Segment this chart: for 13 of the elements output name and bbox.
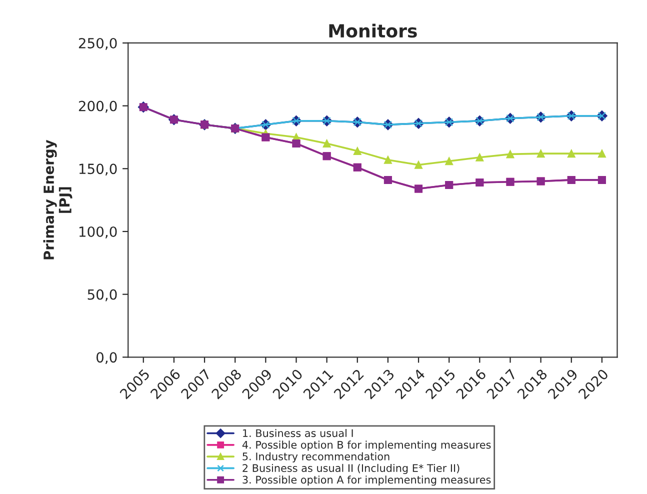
- legend-label: 4. Possible option B for implementing measures: [242, 440, 491, 451]
- y-tick-label: 50,0: [88, 289, 117, 302]
- y-axis-title: Primary Energy [PJ]: [43, 140, 72, 260]
- legend-label: 5. Industry recommendation: [242, 452, 390, 462]
- legend-label: 2 Business as usual II (Including E* Tier II): [242, 464, 460, 474]
- legend-label: 1. Business as usual I: [243, 429, 353, 438]
- y-tick-label: 250,0: [78, 38, 117, 50]
- y-tick-label: 0,0: [96, 352, 117, 364]
- y-tick-label: 100,0: [79, 226, 117, 238]
- legend-label: 3. Possible option A for implementing measures: [242, 476, 491, 486]
- chart-title: Monitors: [329, 24, 417, 38]
- y-tick-label: 200,0: [78, 100, 117, 113]
- y-tick-label: 150,0: [79, 164, 117, 176]
